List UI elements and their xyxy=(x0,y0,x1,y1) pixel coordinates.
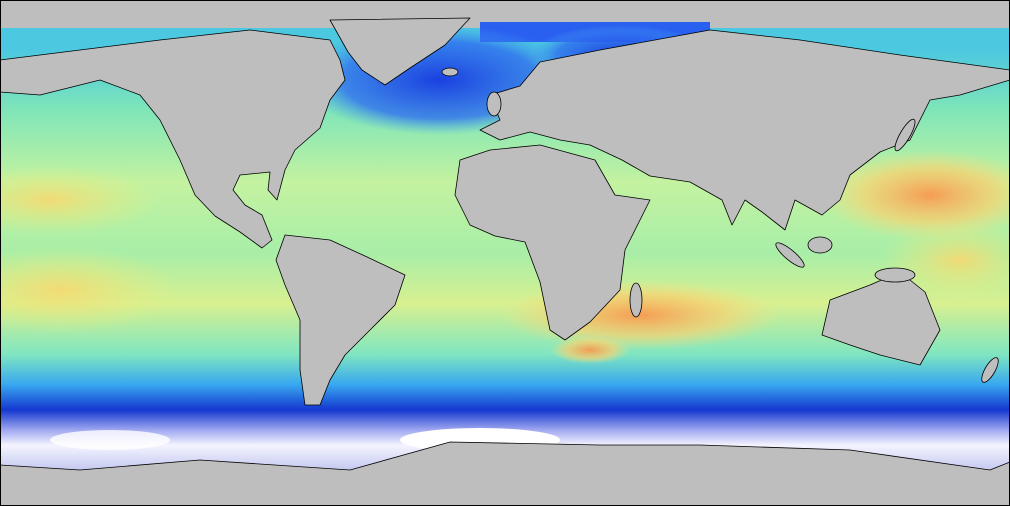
warm-region xyxy=(0,245,180,335)
warm-region xyxy=(880,220,1010,300)
madagascar xyxy=(629,282,643,318)
sumatra xyxy=(775,242,805,268)
south-america xyxy=(275,234,406,406)
british-isles xyxy=(486,91,502,117)
ice-region xyxy=(50,430,170,450)
antarctica xyxy=(0,441,1010,506)
warm-region xyxy=(820,150,1010,240)
warm-region xyxy=(550,336,630,364)
iceland xyxy=(441,67,459,77)
japan xyxy=(894,118,916,152)
warm-region xyxy=(0,165,160,235)
new-guinea xyxy=(874,267,916,283)
eurasia xyxy=(479,29,1010,231)
borneo xyxy=(807,236,833,254)
continents xyxy=(0,17,1010,506)
greenland xyxy=(329,17,471,86)
new-zealand xyxy=(981,357,999,383)
north-america xyxy=(0,29,346,249)
africa xyxy=(454,144,651,341)
